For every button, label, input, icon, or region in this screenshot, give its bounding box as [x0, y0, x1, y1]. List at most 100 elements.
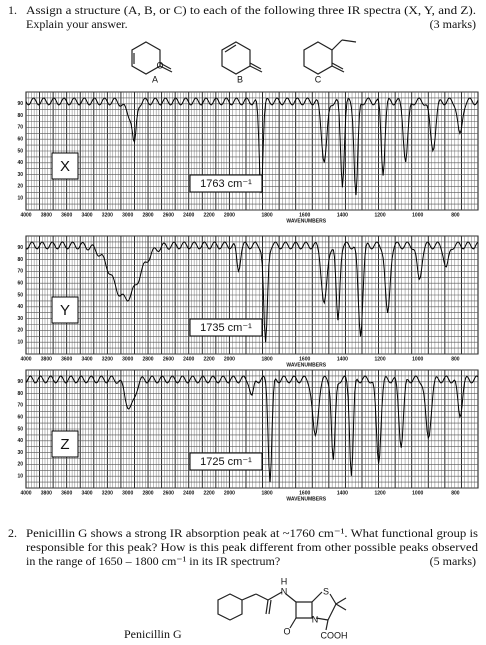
x-tick-label: 1200	[375, 490, 386, 496]
x-tick-label: 1600	[299, 490, 310, 496]
atom: O	[283, 626, 290, 636]
spectrum-trace	[25, 241, 479, 343]
y-tick-label: 30	[17, 450, 23, 456]
x-tick-label: 3400	[81, 212, 92, 218]
x-tick-label: 1800	[262, 356, 273, 362]
structure-label: C	[315, 74, 322, 84]
y-tick-label: 60	[17, 415, 23, 421]
y-tick-label: 30	[17, 316, 23, 322]
question-text: Penicillin G shows a strong IR absorptio…	[26, 526, 478, 540]
x-tick-label: 3400	[81, 490, 92, 496]
label-box	[51, 430, 79, 458]
x-tick-label: 800	[451, 490, 460, 496]
question-marks: (5 marks)	[430, 554, 476, 568]
question-text: in the range of 1650 – 1800 cm⁻¹ in its …	[26, 554, 280, 568]
x-axis-title: WAVENUMBERS	[286, 362, 326, 368]
x-tick-label: 3200	[102, 212, 113, 218]
x-tick-label: 1000	[412, 490, 423, 496]
x-tick-label: 2800	[142, 212, 153, 218]
spectrum-trace	[25, 97, 479, 196]
y-tick-label: 40	[17, 160, 23, 166]
x-tick-label: 1400	[337, 356, 348, 362]
peak-label: 1763 cm⁻¹	[200, 178, 252, 190]
y-tick-label: 90	[17, 379, 23, 385]
y-tick-label: 50	[17, 426, 23, 432]
x-tick-label: 3000	[122, 490, 133, 496]
question-number: 1.	[8, 3, 17, 17]
x-tick-label: 3000	[122, 212, 133, 218]
y-tick-label: 50	[17, 292, 23, 298]
y-tick-label: 40	[17, 438, 23, 444]
structure-label: B	[237, 74, 243, 84]
y-tick-label: 10	[17, 196, 23, 202]
y-tick-label: 70	[17, 269, 23, 275]
structure-b	[221, 41, 263, 75]
x-tick-label: 800	[451, 212, 460, 218]
x-tick-label: 2600	[163, 212, 174, 218]
y-tick-label: 60	[17, 281, 23, 287]
label-box	[189, 452, 263, 471]
x-tick-label: 2000	[224, 490, 235, 496]
question-text: Explain your answer.	[26, 17, 128, 31]
x-tick-label: 1200	[375, 212, 386, 218]
x-tick-label: 2600	[163, 490, 174, 496]
x-tick-label: 1000	[412, 212, 423, 218]
x-tick-label: 3800	[41, 356, 52, 362]
y-tick-label: 10	[17, 474, 23, 480]
y-tick-label: 80	[17, 391, 23, 397]
question-text: Assign a structure (A, B, or C) to each …	[26, 3, 476, 17]
structure-a: O	[131, 41, 173, 75]
x-tick-label: 3600	[61, 356, 72, 362]
label-box	[189, 174, 263, 193]
question-marks: (3 marks)	[430, 17, 476, 31]
y-tick-label: 20	[17, 462, 23, 468]
x-tick-label: 3600	[61, 490, 72, 496]
x-tick-label: 2600	[163, 356, 174, 362]
x-tick-label: 2200	[203, 212, 214, 218]
atom: O	[156, 60, 163, 70]
atom: H	[281, 576, 288, 586]
y-tick-label: 70	[17, 403, 23, 409]
y-tick-label: 20	[17, 184, 23, 190]
spectrum-label: Z	[60, 436, 69, 453]
y-tick-label: 30	[17, 172, 23, 178]
x-tick-label: 1000	[412, 356, 423, 362]
x-tick-label: 1800	[262, 490, 273, 496]
spectra: 90 80 70 60 50 40 30 20 10 4000 3800 3600 3400 3200 30…	[17, 91, 479, 502]
x-tick-label: 4000	[20, 490, 31, 496]
x-tick-label: 3200	[102, 356, 113, 362]
atom: N	[312, 614, 319, 624]
x-tick-label: 1600	[299, 356, 310, 362]
x-tick-label: 3200	[102, 490, 113, 496]
x-tick-label: 2400	[183, 212, 194, 218]
y-tick-label: 80	[17, 257, 23, 263]
peak-label: 1735 cm⁻¹	[200, 322, 252, 334]
x-tick-label: 2200	[203, 356, 214, 362]
x-tick-label: 1400	[337, 212, 348, 218]
y-tick-label: 10	[17, 340, 23, 346]
question-number: 2.	[8, 526, 17, 540]
x-axis-title: WAVENUMBERS	[286, 218, 326, 224]
label-box	[189, 318, 263, 337]
structure-c	[303, 39, 357, 75]
label-box	[51, 296, 79, 324]
molecule-name: Penicillin G	[124, 627, 182, 641]
x-tick-label: 4000	[20, 212, 31, 218]
x-tick-label: 3800	[41, 212, 52, 218]
penicillin-structure	[217, 591, 347, 631]
atom: COOH	[321, 630, 348, 640]
x-tick-label: 1400	[337, 490, 348, 496]
x-tick-label: 2000	[224, 212, 235, 218]
x-tick-label: 2000	[224, 356, 235, 362]
y-tick-label: 80	[17, 113, 23, 119]
x-tick-label: 1200	[375, 356, 386, 362]
x-axis-title: WAVENUMBERS	[286, 496, 326, 502]
peak-label: 1725 cm⁻¹	[200, 456, 252, 468]
y-tick-label: 90	[17, 101, 23, 107]
y-tick-label: 60	[17, 137, 23, 143]
spectrum-label: X	[60, 158, 70, 175]
y-tick-label: 40	[17, 304, 23, 310]
structure-label: A	[152, 74, 158, 84]
y-tick-label: 90	[17, 245, 23, 251]
